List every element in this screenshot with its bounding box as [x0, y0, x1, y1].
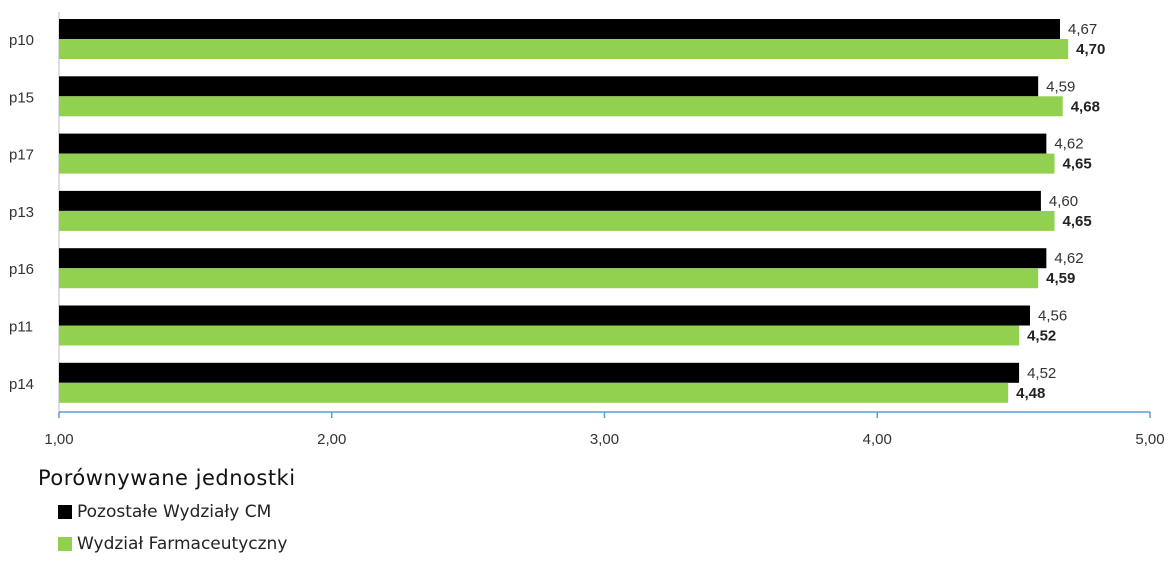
x-tick-label: 1,00: [44, 431, 73, 448]
legend-swatch-green: [58, 537, 72, 551]
legend-title: Porównywane jednostki: [38, 466, 296, 490]
legend-item-farmaceutyczny: Wydział Farmaceutyczny: [58, 534, 296, 554]
category-label: p11: [9, 319, 33, 336]
bar: [59, 382, 1009, 403]
legend: Porównywane jednostki Pozostałe Wydziały…: [38, 466, 296, 554]
bar-chart: 1,00 2,00 3,00 4,00 5,00 p10 4,67 4,70 p15 4,59 4,…: [9, 12, 1165, 448]
bar: [59, 210, 1055, 231]
bar: [59, 76, 1039, 97]
x-tick-label: 4,00: [863, 431, 892, 448]
legend-label: Pozostałe Wydziały CM: [77, 502, 272, 522]
data-label: 4,48: [1016, 385, 1045, 402]
bar: [59, 268, 1039, 289]
data-label: 4,65: [1063, 213, 1092, 230]
data-label: 4,52: [1027, 365, 1056, 382]
bar: [59, 39, 1069, 59]
bar: [59, 325, 1020, 346]
legend-label: Wydział Farmaceutyczny: [77, 534, 288, 554]
data-label: 4,56: [1038, 308, 1067, 325]
bar: [59, 153, 1055, 174]
x-tick-label: 5,00: [1135, 431, 1164, 448]
x-tick-label: 2,00: [317, 431, 346, 448]
bar: [59, 305, 1030, 326]
data-label: 4,52: [1027, 328, 1056, 345]
data-label: 4,62: [1054, 250, 1083, 267]
data-label: 4,59: [1046, 270, 1075, 287]
x-tick-label: 3,00: [590, 431, 619, 448]
category-label: p16: [9, 261, 34, 278]
bar: [59, 362, 1020, 383]
category-label: p17: [9, 147, 34, 164]
category-label: p14: [9, 376, 34, 393]
bar: [59, 190, 1041, 211]
data-label: 4,65: [1063, 156, 1092, 173]
data-label: 4,59: [1046, 78, 1075, 95]
bar: [59, 133, 1047, 154]
bar: [59, 248, 1047, 269]
data-label: 4,62: [1054, 136, 1083, 153]
category-label: p13: [9, 204, 34, 221]
legend-swatch-black: [58, 505, 72, 519]
bar: [59, 19, 1060, 39]
bar: [59, 96, 1063, 117]
category-label: p10: [9, 32, 34, 49]
data-label: 4,67: [1068, 21, 1097, 38]
data-label: 4,60: [1049, 193, 1078, 210]
data-label: 4,68: [1071, 98, 1100, 115]
category-label: p15: [9, 89, 34, 106]
legend-item-pozostale: Pozostałe Wydziały CM: [58, 502, 296, 522]
data-label: 4,70: [1076, 41, 1105, 58]
